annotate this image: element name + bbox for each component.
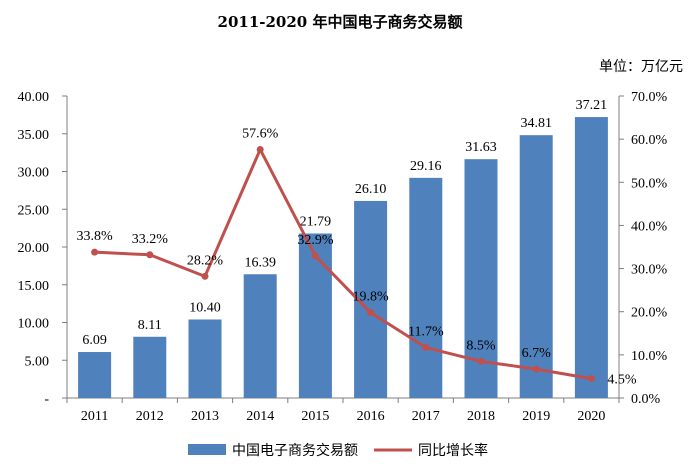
x-tick-label: 2015 — [301, 409, 329, 424]
bar-value-label: 10.40 — [189, 300, 221, 315]
bar-value-label: 34.81 — [520, 116, 552, 131]
growth-point — [587, 375, 595, 383]
bar — [188, 319, 222, 398]
plot-area: - 5.00 10.00 15.00 20.00 25.00 30.00 35.00 40.00… — [18, 90, 668, 424]
bar-value-label: 16.39 — [244, 255, 276, 270]
growth-point — [256, 145, 264, 153]
bar-value-label: 31.63 — [465, 140, 497, 155]
y-left-tick-label: 20.00 — [18, 241, 50, 256]
bar — [133, 336, 167, 398]
growth-point — [91, 248, 99, 256]
x-tick-label: 2019 — [522, 409, 550, 424]
x-tick-label: 2018 — [467, 409, 495, 424]
growth-point — [146, 251, 154, 259]
legend-swatch-bar — [188, 444, 226, 455]
bar-value-label: 6.09 — [82, 333, 107, 348]
y-left-tick-label: 5.00 — [25, 354, 50, 369]
bar-value-label: 29.16 — [410, 159, 442, 174]
bar — [574, 117, 608, 398]
growth-value-label: 33.8% — [77, 229, 114, 244]
growth-point — [311, 252, 319, 260]
bar — [519, 135, 553, 398]
y-right-tick-label: 60.0% — [631, 133, 668, 148]
legend-label-line: 同比增长率 — [418, 442, 488, 459]
y-left-tick-label: 10.00 — [18, 317, 50, 332]
y-left-tick-label: 25.00 — [18, 203, 50, 218]
bar-value-label: 37.21 — [576, 98, 608, 113]
x-tick-label: 2017 — [412, 409, 440, 424]
y-right-tick-label: 30.0% — [631, 263, 668, 278]
y-right-tick-label: 10.0% — [631, 349, 668, 364]
x-tick-label: 2016 — [357, 409, 385, 424]
y-right-tick-label: 70.0% — [631, 90, 668, 105]
growth-value-label: 8.5% — [466, 338, 496, 353]
bar — [409, 177, 443, 398]
y-right-tick-label: 40.0% — [631, 219, 668, 234]
growth-point — [422, 344, 430, 352]
x-tick-label: 2011 — [81, 409, 108, 424]
bar-value-label: 8.11 — [138, 318, 162, 333]
unit-label: 单位：万亿元 — [599, 59, 683, 75]
chart-title: 2011-2020 年中国电子商务交易额 — [218, 13, 463, 31]
bar — [298, 233, 332, 398]
y-right-tick-label: 20.0% — [631, 306, 668, 321]
growth-value-label: 6.7% — [522, 346, 552, 361]
y-left-tick-label: 15.00 — [18, 279, 50, 294]
growth-point — [532, 365, 540, 373]
bar — [243, 274, 277, 398]
growth-value-label: 11.7% — [408, 325, 444, 340]
x-tick-label: 2013 — [191, 409, 219, 424]
growth-value-label: 19.8% — [353, 290, 390, 305]
growth-value-label: 28.2% — [187, 253, 224, 268]
growth-line — [94, 147, 592, 381]
y-left-tick-label: 35.00 — [18, 128, 50, 143]
legend: 中国电子商务交易额 同比增长率 — [188, 442, 488, 459]
y-left-tick-label: 40.00 — [18, 90, 50, 105]
y-left-tick-label: - — [44, 392, 49, 407]
growth-point — [367, 309, 375, 317]
growth-value-label: 4.5% — [607, 373, 637, 388]
growth-value-label: 57.6% — [242, 126, 279, 141]
y-right-tick-label: 0.0% — [631, 392, 661, 407]
bar-value-label: 26.10 — [355, 182, 387, 197]
y-left-tick-label: 30.00 — [18, 166, 50, 181]
growth-point — [201, 272, 209, 280]
bar — [78, 352, 112, 398]
x-tick-label: 2012 — [136, 409, 164, 424]
growth-value-label: 33.2% — [132, 232, 169, 247]
x-tick-label: 2014 — [246, 409, 274, 424]
y-right-tick-label: 50.0% — [631, 176, 668, 191]
bar-value-label: 21.79 — [300, 214, 332, 229]
x-tick-label: 2020 — [577, 409, 605, 424]
growth-value-label: 32.9% — [297, 233, 334, 248]
legend-label-bar: 中国电子商务交易额 — [232, 442, 358, 459]
growth-point — [477, 357, 485, 365]
